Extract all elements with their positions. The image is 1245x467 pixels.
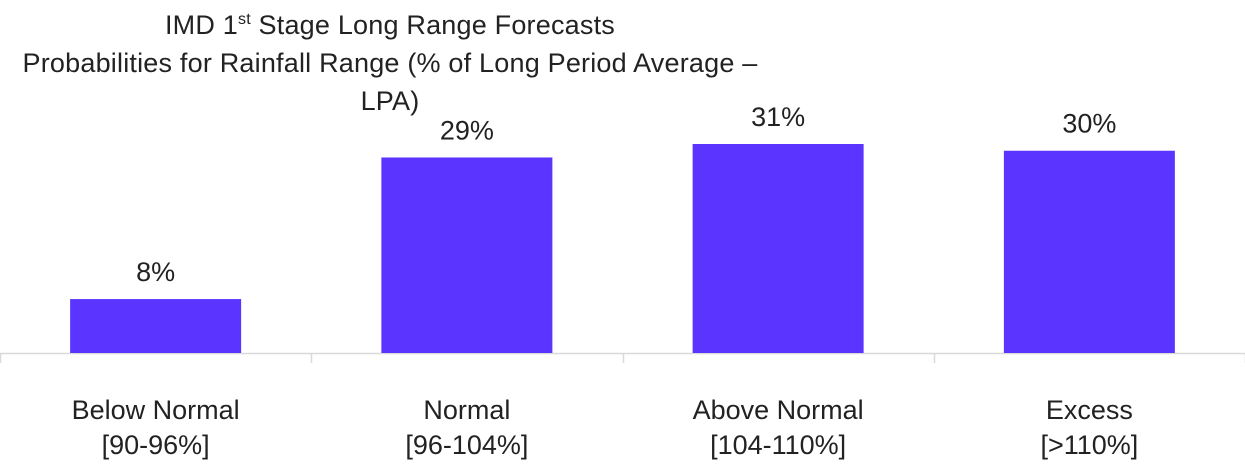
- bar-below-normal: [70, 299, 242, 353]
- data-label: 8%: [136, 257, 175, 287]
- chart-title-prefix: IMD 1: [164, 10, 238, 40]
- bar-excess: [1003, 150, 1175, 353]
- x-tick-range-label: [90-96%]: [102, 430, 210, 460]
- bar-above-normal: [692, 144, 864, 353]
- chart-title-suffix: Stage Long Range Forecasts: [250, 10, 615, 40]
- x-tick-range-label: [>110%]: [1040, 430, 1138, 460]
- x-tick-label: Below Normal: [72, 395, 240, 425]
- x-tick-label: Above Normal: [693, 395, 864, 425]
- x-tick-label: Excess: [1046, 395, 1133, 425]
- chart-title-block: IMD 1st Stage Long Range Forecasts Proba…: [0, 6, 780, 120]
- x-tick-label: Normal: [423, 395, 510, 425]
- chart-title: IMD 1st Stage Long Range Forecasts: [0, 6, 780, 44]
- chart-title-superscript: st: [238, 11, 251, 28]
- x-tick-range-label: [96-104%]: [405, 430, 528, 460]
- data-label: 30%: [1062, 109, 1116, 139]
- chart-subtitle: Probabilities for Rainfall Range (% of L…: [22, 48, 758, 116]
- data-label: 29%: [440, 115, 494, 145]
- bar-normal: [381, 157, 553, 353]
- x-tick-range-label: [104-110%]: [710, 430, 846, 460]
- data-label: 31%: [751, 102, 805, 132]
